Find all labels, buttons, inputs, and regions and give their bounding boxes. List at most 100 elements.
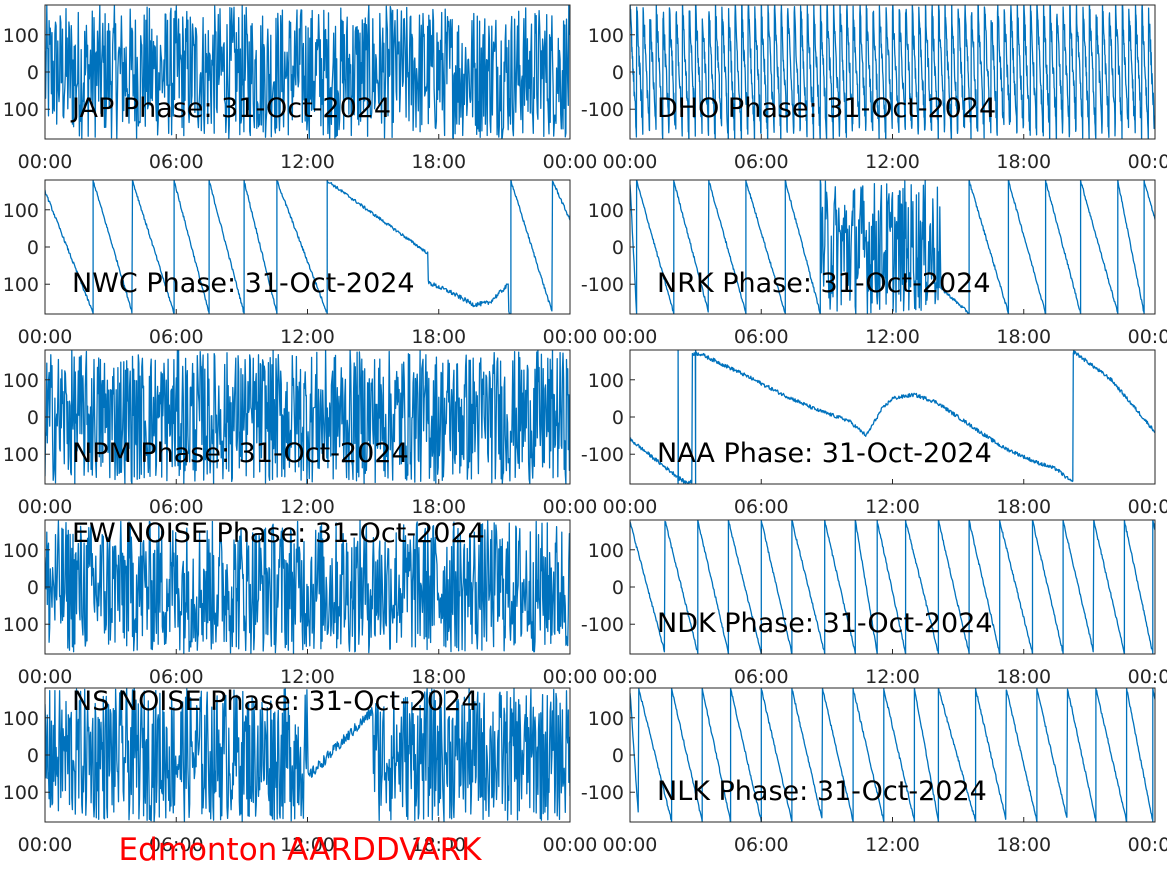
- y-tick-label: -100: [581, 614, 624, 636]
- panel-title: NDK Phase: 31-Oct-2024: [657, 608, 993, 639]
- x-tick-label: 18:00: [411, 151, 466, 173]
- x-tick-label: 12:00: [865, 151, 920, 173]
- x-tick-label: 12:00: [280, 666, 335, 688]
- x-tick-label: 00:00: [543, 326, 598, 348]
- x-tick-label: 12:00: [865, 834, 920, 856]
- phase-series-line: [45, 688, 570, 822]
- x-tick-label: 00:00: [1128, 151, 1167, 173]
- phase-series-line: [45, 180, 570, 314]
- panel-title: NWC Phase: 31-Oct-2024: [72, 268, 415, 299]
- phase-series-line: [45, 5, 570, 139]
- x-tick-label: 00:00: [18, 151, 73, 173]
- chart-panel-9: 100 0 -100 00:00 06:00 12:00 18:00 00:00 NLK Pha…: [581, 687, 1167, 856]
- x-tick-label: 00:00: [18, 666, 73, 688]
- panel-title: EW NOISE Phase: 31-Oct-2024: [72, 518, 485, 549]
- y-tick-label: 100: [3, 614, 39, 636]
- chart-panel-2: 100 0 100 00:00 06:00 12:00 18:00 00:00 NWC Phas…: [3, 179, 598, 348]
- y-tick-label: 100: [3, 782, 39, 804]
- x-tick-label: 00:00: [603, 151, 658, 173]
- y-tick-label: 0: [27, 237, 39, 259]
- x-tick-label: 12:00: [280, 326, 335, 348]
- x-tick-label: 06:00: [734, 666, 789, 688]
- x-tick-label: 06:00: [149, 326, 204, 348]
- x-tick-label: 12:00: [865, 496, 920, 518]
- x-tick-label: 12:00: [280, 496, 335, 518]
- x-tick-label: 00:00: [603, 666, 658, 688]
- x-tick-label: 18:00: [996, 834, 1051, 856]
- x-tick-label: 12:00: [280, 834, 335, 856]
- y-tick-label: 100: [3, 444, 39, 466]
- x-tick-label: 00:00: [543, 151, 598, 173]
- y-tick-label: 0: [27, 62, 39, 84]
- chart-panel-0: 100 0 100 00:00 06:00 12:00 18:00 00:00 JAP Phas…: [3, 4, 598, 173]
- x-tick-label: 00:00: [603, 326, 658, 348]
- phase-series-line: [630, 5, 1155, 139]
- y-tick-label: 100: [3, 540, 39, 562]
- y-tick-label: 0: [612, 745, 624, 767]
- y-tick-label: 0: [27, 745, 39, 767]
- chart-panel-1: 100 0 -100 00:00 06:00 12:00 18:00 00:00 DHO Pha…: [581, 4, 1167, 173]
- chart-panel-3: 100 0 -100 00:00 06:00 12:00 18:00 00:00 NRK Pha…: [581, 179, 1167, 348]
- y-tick-label: 100: [3, 99, 39, 121]
- x-tick-label: 00:00: [1128, 666, 1167, 688]
- phase-series-line: [45, 350, 570, 484]
- x-tick-label: 06:00: [734, 834, 789, 856]
- x-tick-label: 00:00: [18, 496, 73, 518]
- panel-title: NRK Phase: 31-Oct-2024: [657, 268, 991, 299]
- phase-series-line: [630, 688, 1155, 822]
- y-tick-label: -100: [581, 99, 624, 121]
- y-tick-label: 100: [588, 540, 624, 562]
- chart-panel-6: 100 0 100 00:00 06:00 12:00 18:00 00:00 EW NOISE…: [3, 518, 598, 688]
- x-tick-label: 06:00: [149, 666, 204, 688]
- x-tick-label: 12:00: [865, 666, 920, 688]
- y-tick-label: 100: [588, 370, 624, 392]
- y-tick-label: 0: [612, 407, 624, 429]
- x-tick-label: 12:00: [280, 151, 335, 173]
- x-tick-label: 00:00: [603, 834, 658, 856]
- x-tick-label: 18:00: [996, 666, 1051, 688]
- x-tick-label: 06:00: [734, 326, 789, 348]
- panel-title: NAA Phase: 31-Oct-2024: [657, 438, 992, 469]
- x-tick-label: 06:00: [734, 151, 789, 173]
- x-tick-label: 00:00: [543, 496, 598, 518]
- y-tick-label: 100: [588, 708, 624, 730]
- y-tick-label: -100: [581, 444, 624, 466]
- y-tick-label: -100: [581, 274, 624, 296]
- x-tick-label: 00:00: [603, 496, 658, 518]
- x-tick-label: 00:00: [543, 834, 598, 856]
- x-tick-label: 18:00: [996, 496, 1051, 518]
- phase-series-line: [630, 350, 1155, 484]
- x-tick-label: 18:00: [411, 326, 466, 348]
- phase-series-line: [630, 520, 1155, 654]
- x-tick-label: 06:00: [149, 151, 204, 173]
- x-tick-label: 18:00: [411, 666, 466, 688]
- x-tick-label: 00:00: [1128, 496, 1167, 518]
- x-tick-label: 18:00: [411, 834, 466, 856]
- x-tick-label: 00:00: [543, 666, 598, 688]
- figure-title: Edmonton AARDDVARK: [118, 832, 482, 868]
- chart-panel-8: 100 0 100 00:00 06:00 12:00 18:00 00:00 NS NOISE…: [3, 686, 598, 856]
- x-tick-label: 00:00: [18, 326, 73, 348]
- x-tick-label: 18:00: [411, 496, 466, 518]
- x-tick-label: 12:00: [865, 326, 920, 348]
- panel-title: NS NOISE Phase: 31-Oct-2024: [72, 686, 478, 717]
- panels-group: 100 0 100 00:00 06:00 12:00 18:00 00:00 JAP Phas…: [3, 4, 1167, 856]
- x-tick-label: 18:00: [996, 151, 1051, 173]
- y-tick-label: 0: [612, 237, 624, 259]
- y-tick-label: 100: [3, 200, 39, 222]
- y-tick-label: 100: [588, 25, 624, 47]
- y-tick-label: 0: [27, 577, 39, 599]
- x-tick-label: 06:00: [149, 496, 204, 518]
- y-tick-label: 100: [3, 274, 39, 296]
- y-tick-label: 0: [27, 407, 39, 429]
- chart-panel-7: 100 0 -100 00:00 06:00 12:00 18:00 00:00 NDK Pha…: [581, 519, 1167, 688]
- x-tick-label: 00:00: [1128, 326, 1167, 348]
- phase-series-line: [630, 180, 1155, 314]
- y-tick-label: 100: [3, 370, 39, 392]
- panel-title: NLK Phase: 31-Oct-2024: [657, 776, 987, 807]
- y-tick-label: 100: [588, 200, 624, 222]
- x-tick-label: 00:00: [18, 834, 73, 856]
- y-tick-label: 100: [3, 708, 39, 730]
- phase-series-line: [45, 520, 570, 654]
